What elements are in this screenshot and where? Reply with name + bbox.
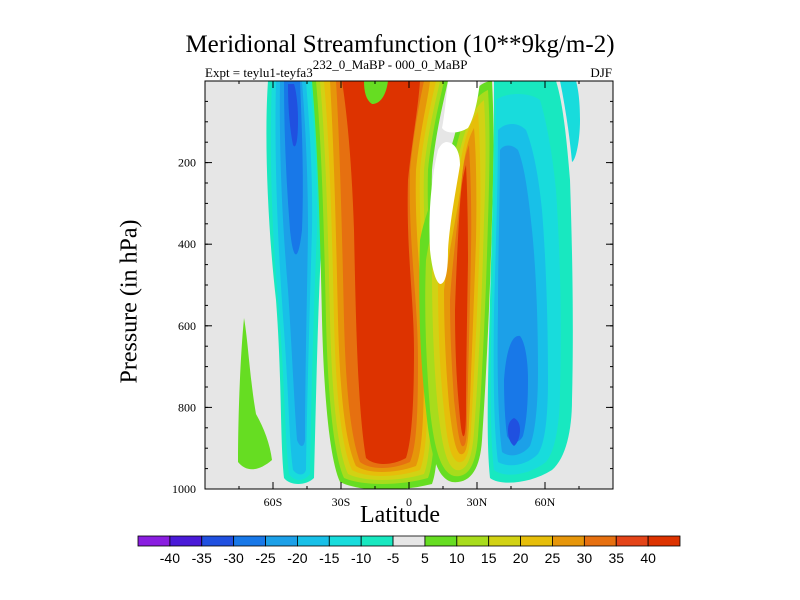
- colorbar-label: 20: [513, 550, 529, 566]
- season-label: DJF: [590, 65, 612, 80]
- colorbar-swatch: [137, 535, 171, 547]
- experiment-label-text: Expt = teylu1-teyfa3: [205, 65, 313, 80]
- contour-n-top-neg: [560, 81, 580, 162]
- colorbar-swatch: [456, 535, 490, 547]
- y-tick-label: 800: [178, 400, 196, 414]
- colorbar-label: 40: [640, 550, 656, 566]
- colorbar-swatch: [552, 535, 585, 547]
- y-tick-label: 400: [178, 237, 196, 251]
- y-tick-label: 600: [178, 319, 196, 333]
- colorbar-label: -30: [224, 550, 244, 566]
- y-tick-label: 1000: [172, 482, 196, 496]
- colorbar: -40 -35 -30 -25 -20 -15 -10 -5 5 10 15 20 25 30 35 40: [137, 535, 681, 566]
- colorbar-label: -25: [255, 550, 275, 566]
- colorbar-swatch: [360, 535, 394, 547]
- colorbar-swatch: [583, 535, 617, 547]
- colorbar-label: -10: [351, 550, 371, 566]
- contour-n-neg-25: [504, 335, 528, 442]
- colorbar-swatch: [169, 535, 203, 547]
- colorbar-label: 10: [449, 550, 465, 566]
- colorbar-swatch: [392, 535, 426, 547]
- x-tick-label: 60S: [264, 495, 283, 509]
- contour-top-green: [364, 81, 388, 104]
- x-tick-label: 60N: [535, 495, 556, 509]
- colorbar-label: 25: [545, 550, 561, 566]
- colorbar-label: 35: [608, 550, 624, 566]
- contour-n-neg-30: [508, 418, 520, 446]
- contour-trop-40: [342, 81, 420, 464]
- y-axis-label: Pressure (in hPa): [116, 219, 143, 384]
- colorbar-label: 30: [577, 550, 593, 566]
- contour-gap-top: [442, 81, 480, 133]
- x-tick-label: 30N: [467, 495, 488, 509]
- colorbar-swatch: [424, 535, 458, 547]
- colorbar-label: -35: [192, 550, 212, 566]
- colorbar-swatch: [265, 535, 298, 547]
- colorbar-swatch: [233, 535, 266, 547]
- colorbar-label: -40: [160, 550, 180, 566]
- y-axis: 200 400 600 800 1000: [172, 100, 613, 496]
- contour-s-neg-25: [284, 81, 303, 255]
- colorbar-label: -15: [319, 550, 339, 566]
- colorbar-label: -5: [387, 550, 400, 566]
- colorbar-swatch: [201, 535, 235, 547]
- colorbar-label: 5: [421, 550, 429, 566]
- contour-field: [238, 81, 580, 489]
- colorbar-swatch: [328, 535, 362, 547]
- colorbar-swatch: [297, 535, 330, 547]
- contour-s-neg-30: [288, 84, 298, 147]
- x-axis: 60S 30S 0 30N 60N: [238, 81, 580, 509]
- contour-s-pos-5: [238, 318, 272, 470]
- contour-n-pos-40: [455, 165, 468, 437]
- y-tick-label: 200: [178, 156, 196, 170]
- colorbar-label: 15: [481, 550, 497, 566]
- contour-gap-mid: [429, 142, 460, 284]
- x-axis-label: Latitude: [360, 502, 440, 528]
- colorbar-swatch: [520, 535, 553, 547]
- x-tick-label: 0: [406, 495, 412, 509]
- x-tick-label: 30S: [332, 495, 351, 509]
- colorbar-swatch: [615, 535, 649, 547]
- experiment-label: Expt = teylu1-teyfa3232_0_MaBP - 000_0_M…: [205, 58, 468, 80]
- colorbar-label: -20: [287, 550, 307, 566]
- experiment-suffix: 232_0_MaBP - 000_0_MaBP: [312, 57, 468, 72]
- colorbar-swatch: [488, 535, 521, 547]
- chart-title: Meridional Streamfunction (10**9kg/m-2): [185, 31, 615, 58]
- colorbar-swatch: [647, 535, 681, 547]
